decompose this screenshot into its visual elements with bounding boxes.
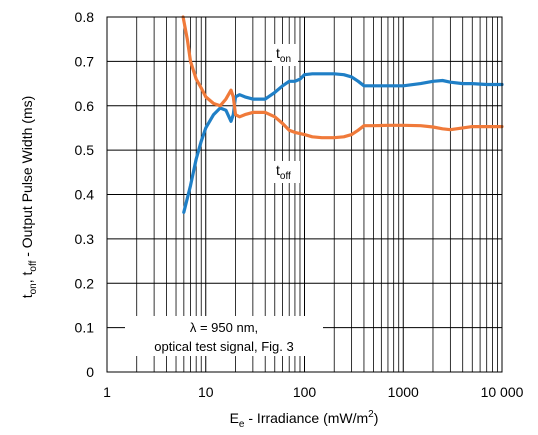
series-label-ton: ton [276, 45, 291, 65]
grid [107, 17, 502, 372]
y-axis-title-rest: - Output Pulse Width (ms) [19, 96, 35, 261]
series-label-toff-bg [272, 161, 300, 183]
y-tick-label: 0.4 [75, 187, 95, 203]
y-axis-title-t2: , t [19, 271, 35, 283]
y-tick-label: 0.5 [75, 142, 95, 158]
series-label-toff-sub: off [280, 171, 291, 182]
y-axis-title-t1: t [19, 294, 35, 298]
plot-frame [106, 16, 503, 373]
x-tick-label: 1 [103, 384, 111, 400]
series-line-toff [181, 15, 504, 140]
y-tick-label: 0.2 [75, 275, 95, 291]
y-tick-label: 0.6 [75, 98, 95, 114]
x-tick-label: 100 [293, 384, 317, 400]
x-tick-label: 10 000 [481, 384, 524, 400]
y-tick-label: 0.8 [75, 9, 95, 25]
x-axis-title: Ee - Irradiance (mW/m2) [230, 409, 379, 430]
x-axis-title-rest: - Irradiance (mW/m [244, 410, 368, 426]
y-axis-title: ton, toff - Output Pulse Width (ms) [19, 96, 39, 299]
x-axis-title-end: ) [374, 410, 379, 426]
y-tick-label: 0.7 [75, 53, 95, 69]
x-axis-title-sub: e [239, 419, 245, 430]
series-label-ton-bg [272, 44, 298, 66]
series-label-ton-sub: on [280, 54, 291, 65]
series-label-toff-main: t [276, 162, 280, 178]
series-layer [181, 15, 504, 214]
series-label-toff: toff [276, 162, 291, 182]
tick-labels: 1 10 100 1000 10 000 0 0.1 0.2 0.3 0.4 0.5 0.6 0.7 0.… [75, 9, 524, 400]
y-tick-label: 0.1 [75, 320, 95, 336]
series-label-ton-main: t [276, 45, 280, 61]
x-tick-label: 10 [198, 384, 214, 400]
y-tick-label: 0.3 [75, 231, 95, 247]
y-tick-label: 0 [86, 364, 94, 380]
x-tick-label: 1000 [388, 384, 419, 400]
y-axis-title-s2: off [28, 260, 39, 271]
x-axis-title-main: E [230, 410, 239, 426]
x-axis-title-sup: 2 [368, 409, 374, 420]
annotation-box [125, 316, 323, 356]
y-axis-title-s1: on [28, 283, 39, 294]
series-line-ton [182, 72, 504, 214]
annotation-line-1: λ = 950 nm, [190, 320, 258, 335]
annotation-line-2: optical test signal, Fig. 3 [154, 339, 293, 354]
